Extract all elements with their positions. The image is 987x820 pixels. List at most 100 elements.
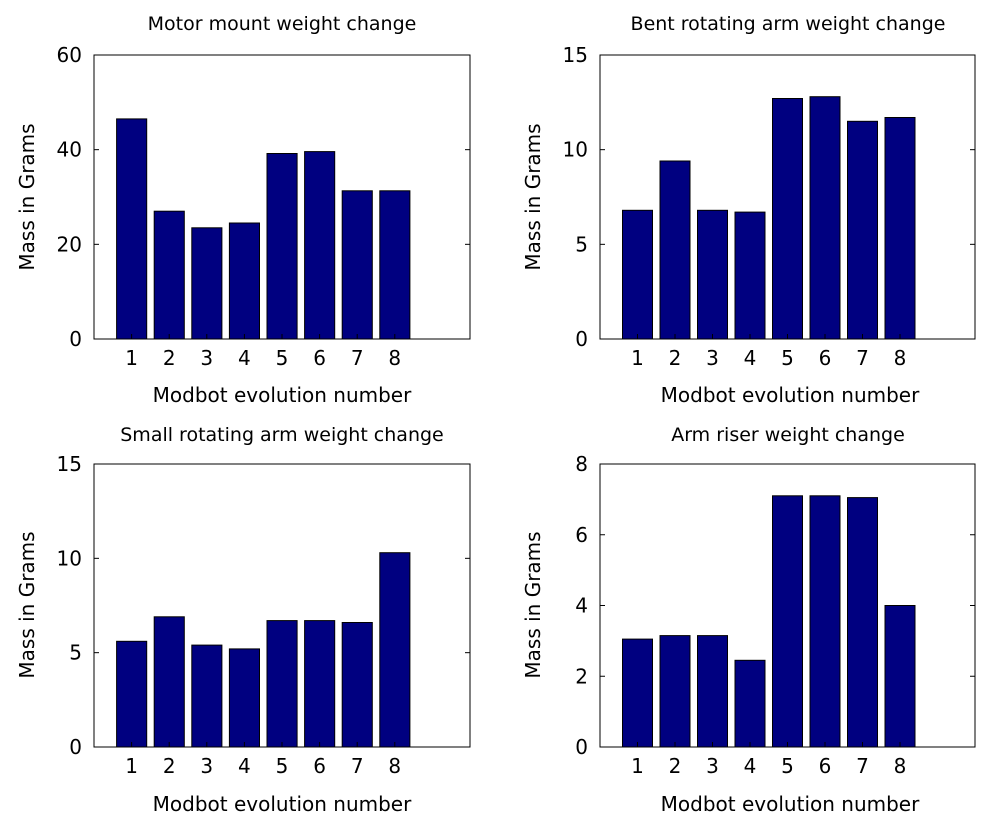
x-tick-label: 5	[276, 754, 289, 778]
bar-1	[116, 118, 148, 340]
x-tick-label: 4	[238, 754, 251, 778]
x-tick-label: 5	[781, 346, 794, 370]
x-tick-label: 3	[706, 754, 719, 778]
x-axis-label: Modbot evolution number	[661, 383, 920, 407]
x-tick-label: 1	[125, 754, 138, 778]
y-tick-label: 5	[69, 641, 82, 665]
x-axis-label: Modbot evolution number	[153, 383, 412, 407]
y-tick-label: 20	[57, 232, 82, 256]
x-tick-label: 7	[856, 346, 869, 370]
y-tick-label: 2	[575, 664, 588, 688]
bar-2	[153, 210, 185, 340]
y-tick-label: 6	[575, 523, 588, 547]
bar-5	[772, 98, 803, 340]
y-tick-labels: 0 5 10 15	[563, 43, 588, 351]
x-tick-label: 7	[856, 754, 869, 778]
y-tick-labels: 0 20 40 60	[57, 43, 82, 351]
bar-group	[622, 96, 916, 340]
bar-3	[697, 209, 728, 340]
y-axis-label: Mass in Grams	[521, 123, 545, 270]
x-tick-label: 1	[125, 346, 138, 370]
x-tick-label: 3	[706, 346, 719, 370]
bar-7	[341, 190, 373, 340]
x-tick-label: 6	[313, 346, 326, 370]
x-tick-label: 8	[388, 754, 401, 778]
bar-1	[622, 209, 653, 340]
y-tick-label: 15	[563, 43, 588, 67]
subplot-title: Bent rotating arm weight change	[631, 13, 946, 35]
bar-8	[884, 605, 916, 748]
y-tick-label: 15	[57, 452, 82, 476]
x-tick-label: 3	[200, 754, 213, 778]
y-tick-label: 60	[57, 43, 82, 67]
y-tick-label: 0	[575, 735, 588, 759]
x-axis-label: Modbot evolution number	[153, 792, 412, 816]
bar-3	[697, 635, 728, 748]
y-tick-label: 8	[575, 452, 588, 476]
bar-2	[153, 616, 185, 748]
bar-7	[847, 497, 878, 748]
x-tick-label: 6	[819, 754, 832, 778]
y-axis-label: Mass in Grams	[15, 123, 39, 270]
bar-2	[659, 160, 691, 340]
bar-6	[304, 620, 336, 748]
subplot-title: Small rotating arm weight change	[120, 424, 443, 446]
bar-1	[116, 640, 148, 748]
x-tick-label: 5	[276, 346, 289, 370]
x-tick-label: 5	[781, 754, 794, 778]
bar-8	[379, 552, 411, 748]
subplot-title: Arm riser weight change	[671, 424, 905, 446]
y-tick-labels: 0 5 10 15	[57, 452, 82, 759]
x-tick-label: 2	[669, 346, 682, 370]
y-tick-label: 10	[563, 138, 588, 162]
x-tick-label: 7	[351, 346, 364, 370]
x-tick-label: 8	[388, 346, 401, 370]
x-tick-label: 2	[163, 346, 176, 370]
x-tick-label: 4	[744, 754, 757, 778]
y-tick-label: 0	[69, 327, 82, 351]
bar-1	[622, 638, 653, 748]
x-tick-label: 1	[631, 754, 644, 778]
y-axis-label: Mass in Grams	[521, 531, 545, 678]
bar-6	[809, 495, 841, 748]
bar-group	[116, 118, 411, 340]
x-axis-label: Modbot evolution number	[661, 792, 920, 816]
y-tick-label: 0	[575, 327, 588, 351]
bar-8	[884, 117, 916, 340]
x-tick-label: 6	[819, 346, 832, 370]
x-tick-label: 2	[163, 754, 176, 778]
bar-4	[734, 659, 766, 748]
x-tick-label: 2	[669, 754, 682, 778]
bar-6	[809, 96, 841, 340]
bar-7	[341, 622, 373, 748]
bar-3	[191, 227, 223, 340]
bar-5	[772, 495, 803, 748]
subplot-title: Motor mount weight change	[148, 13, 417, 35]
x-tick-label: 3	[200, 346, 213, 370]
y-tick-label: 10	[57, 546, 82, 570]
x-tick-label: 4	[744, 346, 757, 370]
bar-4	[228, 222, 260, 340]
bar-4	[228, 648, 260, 748]
bar-6	[304, 151, 336, 340]
x-tick-label: 8	[894, 754, 907, 778]
y-tick-labels: 0 2 4 6 8	[575, 452, 588, 759]
bar-8	[379, 190, 411, 340]
bar-5	[266, 153, 298, 340]
bar-group	[116, 552, 411, 748]
x-tick-label: 7	[351, 754, 364, 778]
y-tick-label: 40	[57, 138, 82, 162]
x-tick-label: 4	[238, 346, 251, 370]
y-axis-label: Mass in Grams	[15, 531, 39, 678]
bar-3	[191, 644, 223, 748]
y-tick-label: 0	[69, 735, 82, 759]
